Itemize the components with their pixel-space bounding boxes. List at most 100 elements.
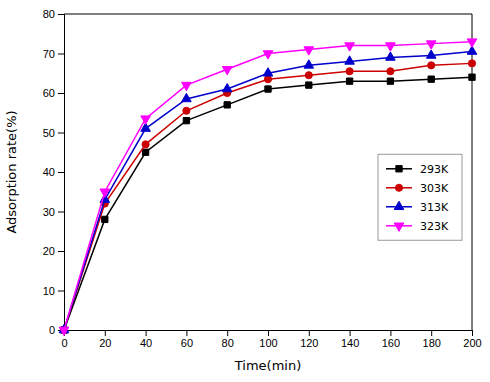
marks [59,39,477,336]
point [387,68,394,75]
tick-mark [309,330,310,336]
series-line [64,77,472,330]
tick-mark [58,291,64,292]
tick: 50 [43,127,64,139]
tick-mark [227,330,228,336]
point [100,189,110,197]
tick-label: 200 [463,337,481,349]
plot-area: 0204060801001201401601802000102030405060… [43,8,482,349]
chart-svg: 0204060801001201401601802000102030405060… [0,0,490,382]
legend-item: 313K [386,201,449,214]
tick-label: 30 [43,206,55,218]
point [387,78,393,84]
legend-label: 303K [420,182,449,195]
legend-symbol [395,184,402,191]
x-axis: 020406080100120140160180200 [61,330,481,349]
point [264,76,271,83]
tick: 20 [43,245,64,257]
series [61,74,475,333]
tick-mark [58,54,64,55]
tick: 80 [222,330,234,349]
point [59,327,69,335]
tick-mark [146,330,147,336]
point [182,82,192,90]
series-line [64,42,472,330]
tick-mark [268,330,269,336]
axis-line [65,331,473,337]
point [426,41,436,49]
tick-label: 70 [43,48,55,60]
point [346,78,352,84]
tick-label: 20 [43,245,55,257]
legend-symbol [394,223,404,231]
point [263,51,273,59]
tick: 60 [43,87,64,99]
point [263,68,273,76]
tick: 100 [259,330,277,349]
legend-label: 323K [420,220,449,233]
point [467,39,477,47]
point [346,68,353,75]
tick-label: 40 [43,166,55,178]
point [428,62,435,69]
point [265,86,271,92]
legend-symbol [396,166,402,172]
tick-label: 50 [43,127,55,139]
point [426,50,436,58]
tick-label: 0 [61,337,67,349]
legend-label: 313K [420,201,449,214]
point [306,82,312,88]
tick-mark [472,330,473,336]
legend-box [378,154,462,240]
tick-label: 60 [43,87,55,99]
point [304,47,314,55]
tick-label: 10 [43,285,55,297]
point [305,72,312,79]
tick-label: 60 [181,337,193,349]
tick: 30 [43,206,64,218]
tick-label: 80 [222,337,234,349]
tick-mark [350,330,351,336]
tick: 40 [43,166,64,178]
tick-mark [58,93,64,94]
point [468,60,475,67]
axis-line [58,15,65,331]
legend-item: 323K [386,220,449,233]
tick: 120 [300,330,318,349]
point [304,60,314,68]
point [182,93,192,101]
tick-label: 120 [300,337,318,349]
point [142,149,148,155]
frame-line [64,14,472,15]
tick: 80 [43,8,64,20]
tick: 180 [423,330,441,349]
point [141,116,151,124]
tick-mark [431,330,432,336]
tick-mark [105,330,106,336]
point [345,56,355,64]
point [386,43,396,51]
tick-mark [58,172,64,173]
tick-mark [58,133,64,134]
point [183,117,189,123]
tick-mark [58,212,64,213]
x-axis-title: Time(min) [234,358,301,373]
chart-container: 0204060801001201401601802000102030405060… [0,0,490,382]
tick-label: 100 [259,337,277,349]
tick: 200 [463,330,481,349]
point [183,107,190,114]
tick-label: 0 [49,324,55,336]
legend-label: 293K [420,163,449,176]
point [222,67,232,75]
series-line [64,52,472,330]
series [59,46,477,333]
tick: 140 [341,330,359,349]
point [469,74,475,80]
point [345,43,355,51]
tick-label: 80 [43,8,55,20]
point [102,216,108,222]
tick-label: 160 [382,337,400,349]
point [224,102,230,108]
tick: 60 [181,330,193,349]
series [60,60,475,334]
